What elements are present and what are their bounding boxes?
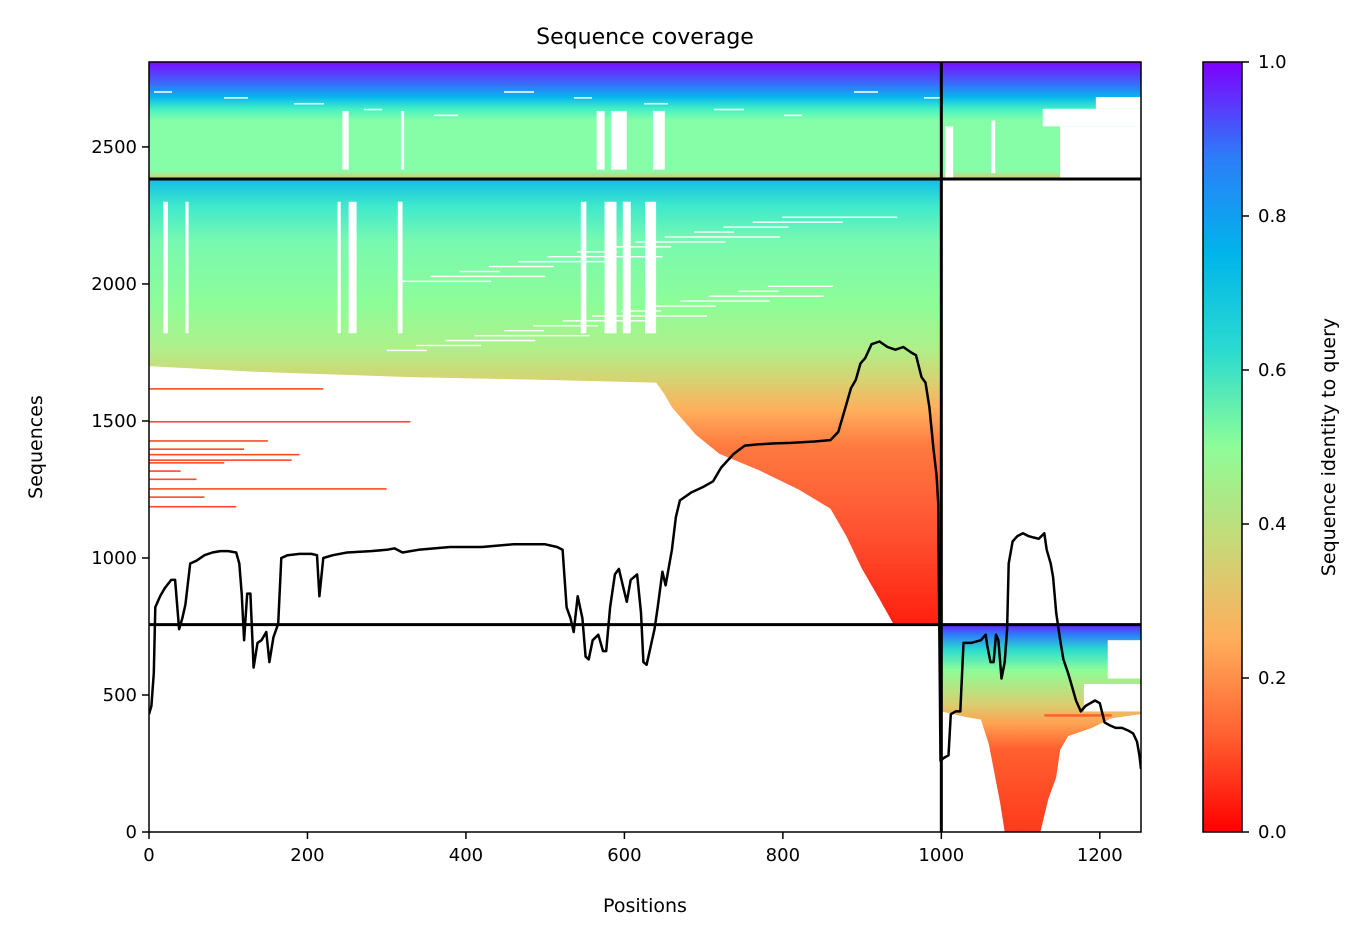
colorbar-tick-label-1: 0.2 [1258, 668, 1287, 689]
colorbar-tick-label-2: 0.4 [1258, 514, 1287, 535]
x-tick-label-600: 600 [607, 845, 641, 866]
coverage-heatmap [149, 62, 1141, 832]
y-tick-label-2500: 2500 [91, 137, 137, 158]
x-tick-label-400: 400 [449, 845, 483, 866]
x-tick-label-1000: 1000 [918, 845, 964, 866]
colorbar-ticks: 0.0 0.2 0.4 0.6 0.8 1.0 [1242, 52, 1287, 843]
y-tick-label-2000: 2000 [91, 274, 137, 295]
colorbar [1202, 61, 1243, 833]
colorbar-tick-label-5: 1.0 [1258, 52, 1287, 73]
y-tick-label-0: 0 [126, 822, 137, 843]
x-tick-label-0: 0 [143, 845, 154, 866]
y-tick-label-1000: 1000 [91, 548, 137, 569]
segment-dividers [149, 62, 1141, 832]
heatmap-block-b-bottom [941, 624, 1141, 832]
plot-frame [148, 61, 1142, 833]
y-axis: 0 500 1000 1500 2000 2500 [91, 137, 149, 843]
colorbar-tick-label-4: 0.8 [1258, 206, 1287, 227]
heatmap-block-a-top [149, 62, 1088, 180]
colorbar-tick-label-3: 0.6 [1258, 360, 1287, 381]
x-tick-label-1200: 1200 [1077, 845, 1123, 866]
x-tick-label-800: 800 [766, 845, 800, 866]
x-axis-label: Positions [603, 895, 687, 917]
colorbar-label: Sequence identity to query [1318, 318, 1340, 576]
heatmap-block-a-middle [149, 179, 942, 625]
y-tick-label-500: 500 [103, 685, 137, 706]
heatmap-block-b-top [941, 62, 1141, 180]
chart-title: Sequence coverage [536, 25, 754, 50]
x-axis: 0 200 400 600 800 1000 1200 [143, 832, 1123, 866]
x-tick-label-200: 200 [290, 845, 324, 866]
y-axis-label: Sequences [25, 395, 47, 499]
y-tick-label-1500: 1500 [91, 411, 137, 432]
colorbar-tick-label-0: 0.0 [1258, 822, 1287, 843]
coverage-line [149, 340, 1141, 770]
